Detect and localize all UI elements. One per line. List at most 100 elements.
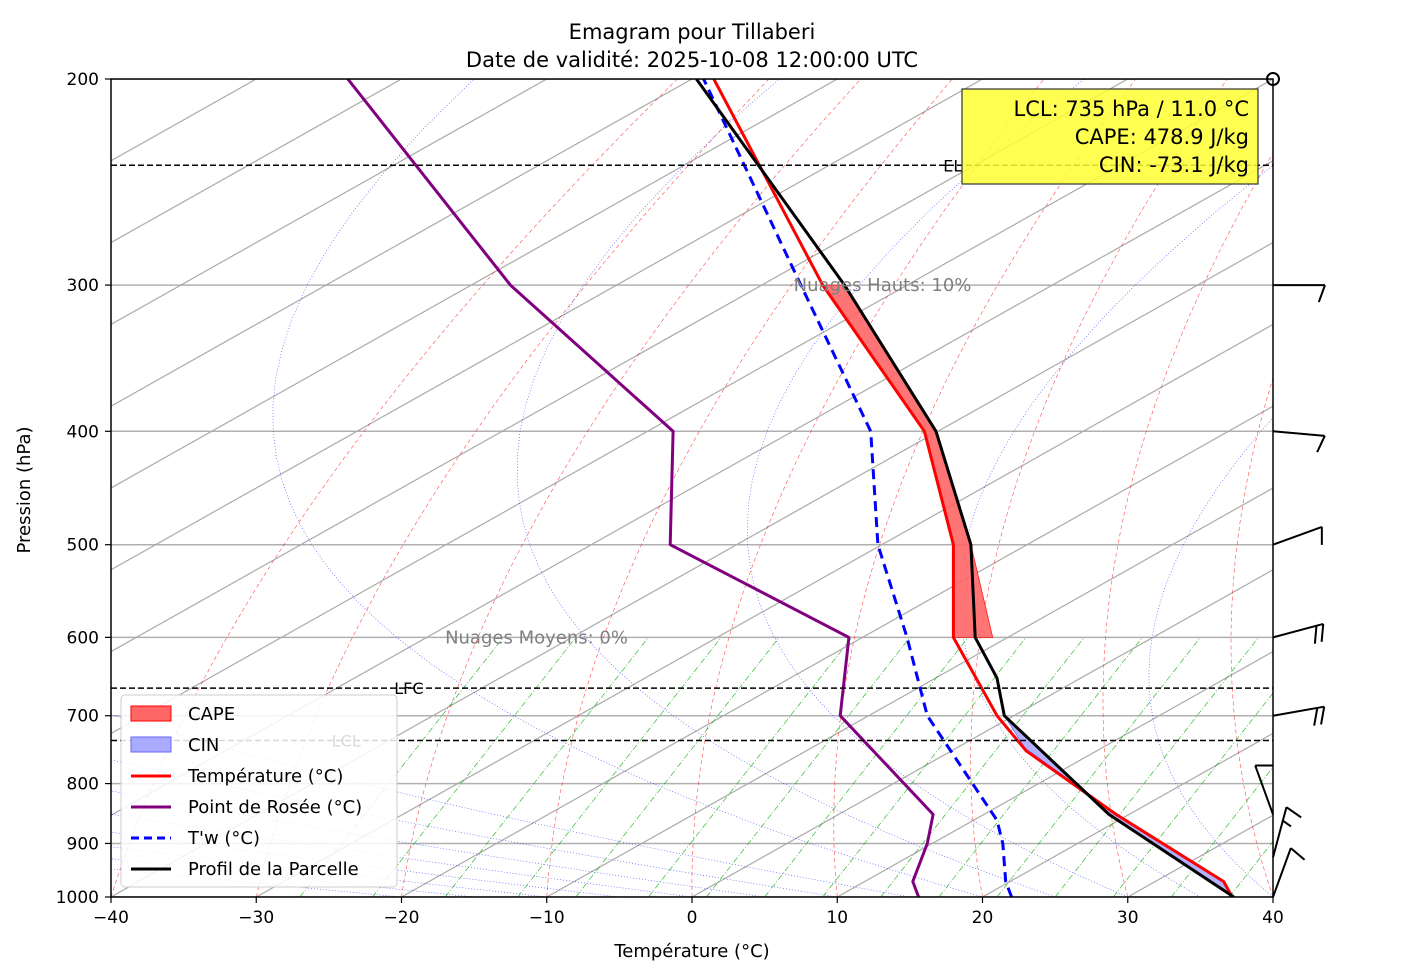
moist-adiabat-line: [272, 79, 983, 897]
moist-adiabat-line: [516, 79, 1056, 897]
wind-barb: [1272, 806, 1302, 858]
legend-label: Température (°C): [187, 766, 343, 787]
wind-barb-flag: [1320, 706, 1326, 725]
wind-barb-staff: [1272, 525, 1323, 546]
wind-barb-flag: [1285, 806, 1302, 819]
wind-barb-flag: [1317, 284, 1326, 303]
legend-label: T'w (°C): [187, 828, 260, 849]
y-tick-label: 900: [67, 834, 99, 854]
wind-barb-flag: [1313, 625, 1318, 644]
legend-label: CIN: [188, 735, 219, 756]
wind-barb-staff: [1272, 430, 1325, 437]
moist-adiabat-line: [1148, 417, 1273, 897]
level-label-lfc: LFC: [394, 679, 423, 698]
wind-barb-staff: [1272, 806, 1288, 858]
mixing-ratio-line: [1054, 637, 1259, 897]
wind-barb-flag: [1316, 435, 1326, 453]
series-line-3: [695, 79, 1235, 897]
wind-barb: [1272, 525, 1323, 546]
x-tick-label: −20: [384, 908, 420, 928]
cloud-annotation: Nuages Moyens: 0%: [445, 627, 628, 648]
y-tick-label: 800: [67, 775, 99, 795]
isotherm-line: [691, 569, 1273, 897]
wind-barb: [1272, 847, 1306, 898]
isotherm-line: [111, 79, 693, 407]
legend-label: CAPE: [188, 704, 235, 725]
dry-adiabat-line: [546, 79, 953, 897]
y-tick-label: 600: [67, 628, 99, 648]
cin-area: [1003, 715, 1235, 897]
wind-barb: [1272, 430, 1326, 453]
y-tick-label: 500: [67, 536, 99, 556]
moist-adiabat-line: [959, 165, 1273, 897]
legend-label: Point de Rosée (°C): [188, 797, 362, 818]
chart-title: Emagram pour Tillaberi: [569, 20, 816, 44]
calm-wind-circle: [1266, 72, 1280, 86]
cape-cin-fills: [821, 284, 1235, 897]
x-axis-label: Température (°C): [613, 941, 769, 962]
wind-barb-staff: [1254, 765, 1274, 815]
wind-barbs: [1254, 72, 1326, 898]
isotherm-line: [111, 79, 1273, 735]
dry-adiabat-line: [833, 79, 1136, 897]
x-tick-label: 0: [687, 908, 698, 928]
isotherm-line: [982, 732, 1273, 897]
mixing-ratio-line: [764, 637, 969, 897]
y-tick-label: 1000: [56, 888, 99, 908]
mixing-ratio-line: [996, 637, 1201, 897]
mixing-ratio-line: [938, 637, 1143, 897]
isotherm-line: [546, 487, 1273, 897]
dry-adiabat-line: [1230, 377, 1273, 897]
level-lines: ELLFCLCL: [111, 156, 1273, 751]
x-tick-label: 20: [972, 908, 994, 928]
legend-box: [120, 694, 398, 888]
x-tick-label: −10: [529, 908, 565, 928]
isotherm-line: [1127, 814, 1273, 897]
wind-barb-staff: [1272, 622, 1324, 639]
mixing-ratio-line: [444, 637, 649, 897]
x-tick-label: −40: [93, 908, 129, 928]
info-box-line: CAPE: 478.9 J/kg: [1075, 125, 1249, 149]
legend-swatch: [130, 705, 172, 722]
series-line-0: [712, 79, 1234, 897]
isotherm-line: [111, 79, 1129, 653]
isotherm-line: [111, 79, 838, 489]
dry-adiabat-line: [970, 79, 1228, 897]
isotherm-line: [255, 323, 1273, 897]
mixing-ratio-line: [1112, 692, 1273, 897]
y-tick-label: 200: [67, 70, 99, 90]
annotations: Nuages Hauts: 10% Nuages Moyens: 0%: [445, 275, 971, 648]
isotherm-line: [111, 79, 548, 326]
profiles: [346, 79, 1235, 897]
chart-subtitle: Date de validité: 2025-10-08 12:00:00 UT…: [466, 48, 918, 72]
info-box-line: CIN: -73.1 J/kg: [1099, 153, 1249, 177]
wind-barb-half-flag: [1282, 819, 1292, 828]
y-tick-label: 700: [67, 707, 99, 727]
level-label-el: EL: [943, 156, 962, 175]
info-box-line: LCL: 735 hPa / 11.0 °C: [1014, 97, 1250, 121]
series-line-1: [346, 79, 935, 897]
wind-barb: [1273, 284, 1326, 303]
dry-adiabat-line: [1102, 152, 1273, 897]
wind-barb-flag: [1320, 623, 1325, 642]
x-tick-label: 40: [1262, 908, 1284, 928]
moist-adiabat-line: [746, 79, 1128, 897]
wind-barb: [1254, 764, 1274, 815]
info-box-background: [961, 88, 1259, 185]
x-tick-label: 10: [826, 908, 848, 928]
mixing-ratio-line: [648, 637, 853, 897]
wind-barb: [1272, 622, 1325, 644]
x-tick-label: −30: [238, 908, 274, 928]
y-tick-label: 400: [67, 422, 99, 442]
y-tick-label: 300: [67, 276, 99, 296]
dry-adiabat-line: [256, 79, 770, 897]
x-tick-label: 30: [1117, 908, 1139, 928]
isotherm-line: [111, 79, 402, 244]
mixing-ratio-line: [706, 637, 911, 897]
legend-swatch: [130, 736, 172, 753]
isotherm-line: [401, 405, 1273, 897]
wind-barb-flag: [1290, 847, 1306, 861]
wind-barb-flag: [1313, 707, 1319, 726]
cape-area: [821, 284, 994, 638]
